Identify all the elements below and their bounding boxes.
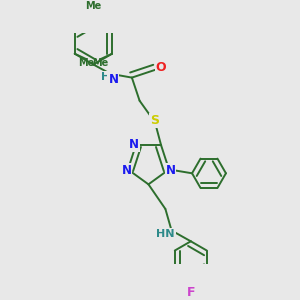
Text: H: H [101, 72, 110, 82]
Text: F: F [187, 286, 195, 298]
Text: HN: HN [156, 230, 175, 239]
Text: O: O [156, 61, 167, 74]
Text: Me: Me [85, 2, 101, 11]
Text: N: N [108, 74, 118, 86]
Text: N: N [129, 138, 139, 151]
Text: Me: Me [78, 58, 94, 68]
Text: S: S [151, 114, 160, 127]
Text: N: N [166, 164, 176, 177]
Text: Me: Me [92, 58, 109, 68]
Text: N: N [122, 164, 131, 177]
